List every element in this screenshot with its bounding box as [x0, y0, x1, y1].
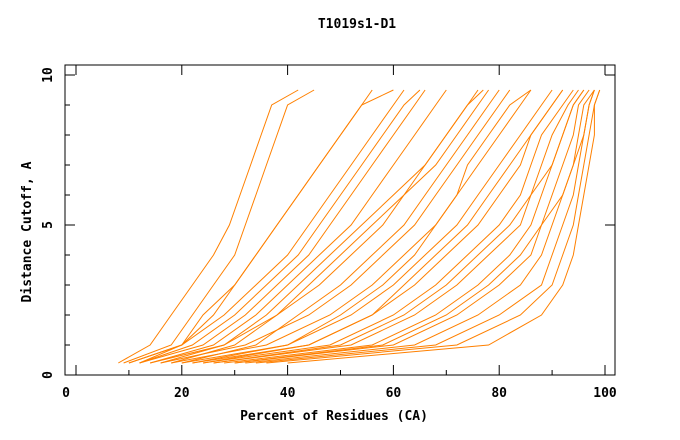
chart-title: T1019s1-D1 [318, 17, 396, 32]
series-line-1 [123, 89, 315, 364]
series-line-23 [202, 89, 564, 364]
series-line-0 [118, 89, 299, 364]
series-line-3 [139, 89, 426, 364]
series-line-22 [192, 89, 532, 364]
series-line-10 [213, 89, 579, 364]
x-tick-label: 100 [593, 386, 617, 401]
series-line-9 [202, 89, 574, 364]
y-axis-label: Distance Cutoff, A [20, 161, 35, 302]
series-line-19 [160, 89, 484, 364]
series-line-27 [234, 89, 595, 364]
x-tick-label: 40 [280, 386, 296, 401]
axis-ticks: 0 20 40 60 80 100 0 5 10 [41, 65, 617, 401]
series-line-18 [171, 89, 490, 364]
series-line-16 [287, 89, 601, 364]
series-lines [118, 89, 601, 364]
series-line-20 [139, 89, 421, 364]
series-line-5 [160, 89, 511, 364]
y-tick-label: 5 [41, 221, 56, 229]
y-tick-label: 10 [41, 67, 56, 83]
series-line-25 [139, 89, 394, 364]
series-line-24 [149, 89, 447, 364]
x-tick-label: 80 [491, 386, 507, 401]
series-line-15 [266, 89, 601, 364]
series-line-26 [213, 89, 585, 364]
series-line-21 [128, 89, 405, 364]
x-tick-label: 0 [62, 386, 70, 401]
x-tick-label: 60 [386, 386, 402, 401]
series-line-17 [181, 89, 500, 364]
x-tick-label: 20 [174, 386, 190, 401]
y-tick-label: 0 [41, 371, 56, 379]
x-axis-label: Percent of Residues (CA) [240, 409, 428, 424]
series-line-7 [181, 89, 553, 364]
series-line-13 [245, 89, 595, 364]
series-line-14 [255, 89, 595, 364]
